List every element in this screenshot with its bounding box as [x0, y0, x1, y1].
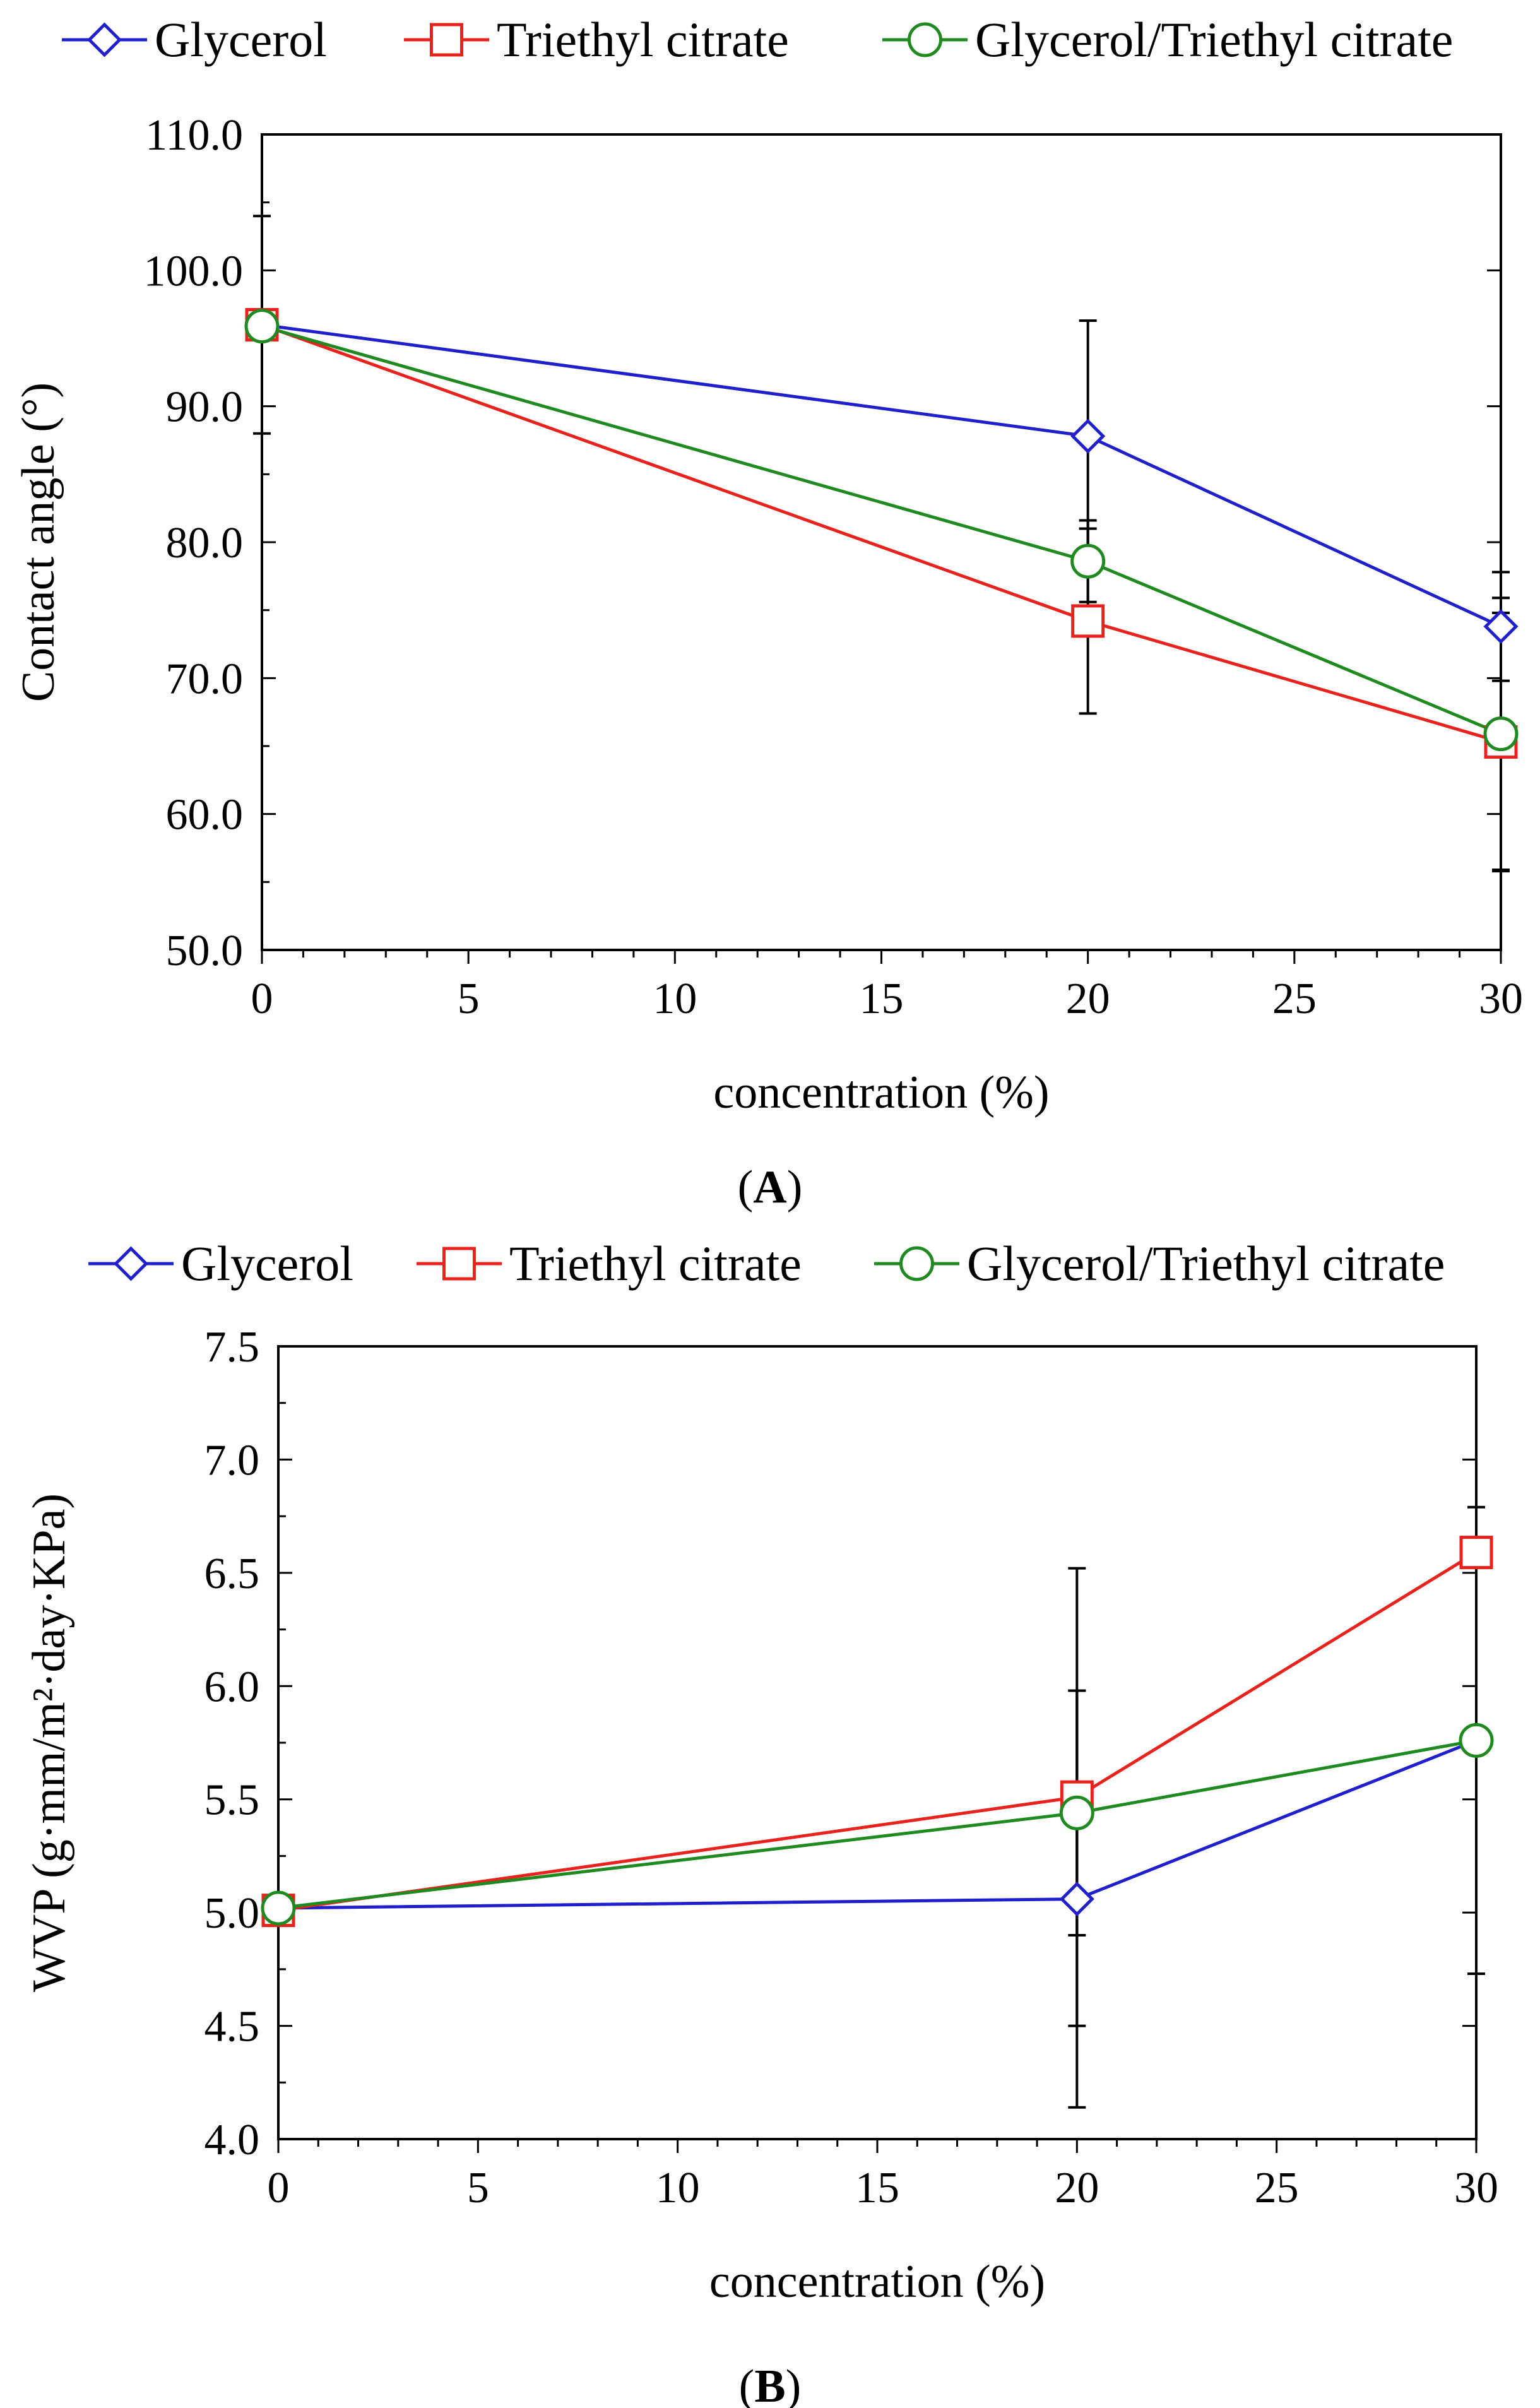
x-tick-label: 0: [251, 975, 273, 1023]
x-tick-label: 25: [1255, 2164, 1299, 2212]
x-tick-label: 15: [855, 2164, 899, 2212]
y-tick-label: 7.5: [204, 1323, 260, 1372]
chart-panel-b: (B) Glycerol Triethyl citrate Glycerol/Tri…: [23, 1236, 1498, 2408]
data-point: [1059, 1882, 1094, 1917]
markers: [261, 1723, 1494, 1926]
x-tick-label: 5: [458, 975, 480, 1023]
legend-item: Glycerol: [88, 1236, 353, 1291]
y-tick-label: 4.0: [204, 2116, 260, 2164]
legend: Glycerol Triethyl citrate Glycerol/Triethy…: [62, 12, 1453, 67]
legend-label: Triethyl citrate: [497, 12, 789, 67]
y-tick-label: 6.0: [204, 1663, 260, 1711]
legend-item: Triethyl citrate: [404, 12, 789, 67]
x-tick-label: 15: [860, 975, 904, 1023]
y-axis: 50.0 60.0 70.0 80.0 90.0 100.0 110.0: [144, 111, 1501, 975]
legend-label: Triethyl citrate: [509, 1236, 802, 1291]
panel-label-a: (A): [738, 1161, 803, 1213]
legend-label: Glycerol/Triethyl citrate: [967, 1236, 1445, 1291]
x-tick-label: 20: [1066, 975, 1110, 1023]
legend-swatch-marker: [442, 1247, 476, 1281]
data-point: [1483, 716, 1519, 752]
legend-label: Glycerol/Triethyl citrate: [975, 12, 1453, 67]
y-tick-label: 5.5: [204, 1776, 260, 1825]
y-tick-label: 90.0: [166, 383, 244, 432]
legend-item: Triethyl citrate: [417, 1236, 802, 1291]
y-tick-label: 4.5: [204, 2003, 260, 2051]
y-tick-label: 7.0: [204, 1436, 260, 1485]
legend-swatch-marker: [86, 22, 122, 57]
legend: Glycerol Triethyl citrate Glycerol/Triethy…: [88, 1236, 1445, 1291]
legend-swatch-marker: [430, 23, 463, 57]
y-tick-label: 100.0: [144, 247, 244, 295]
legend-swatch-marker: [113, 1246, 149, 1281]
legend-label: Glycerol: [155, 12, 327, 67]
data-point: [1459, 1536, 1493, 1570]
y-tick-label: 6.5: [204, 1550, 260, 1598]
legend-item: Glycerol: [62, 12, 327, 67]
x-tick-label: 10: [653, 975, 697, 1023]
y-tick-label: 70.0: [166, 655, 244, 703]
chart-panel-a: (A) Glycerol Triethyl citrate Glycerol/Tri…: [13, 12, 1523, 1213]
y-tick-label: 110.0: [145, 111, 243, 160]
legend-swatch-marker: [908, 22, 942, 57]
data-point: [244, 309, 280, 344]
x-axis: 0 5 10 15 20 25 30: [251, 950, 1523, 1023]
y-tick-label: 50.0: [166, 927, 244, 975]
x-tick-label: 10: [656, 2164, 700, 2212]
x-tick-label: 30: [1479, 975, 1523, 1023]
x-tick-label: 25: [1272, 975, 1317, 1023]
data-point: [1070, 418, 1106, 454]
x-axis-title: concentration (%): [713, 1067, 1049, 1118]
legend-item: Glycerol/Triethyl citrate: [874, 1236, 1445, 1291]
y-axis: 4.0 4.5 5.0 5.5 6.0 6.5 7.0 7.5: [204, 1323, 1476, 2164]
data-point: [1483, 608, 1519, 644]
panel-label-b: (B): [739, 2361, 802, 2408]
data-point: [261, 1890, 296, 1926]
x-tick-label: 20: [1055, 2164, 1099, 2212]
x-tick-label: 0: [268, 2164, 290, 2212]
data-point: [1071, 604, 1105, 638]
legend-swatch-marker: [899, 1246, 934, 1281]
data-point: [1059, 1795, 1094, 1830]
y-axis-title: Contact angle (°): [13, 383, 64, 702]
x-axis-title: concentration (%): [709, 2256, 1045, 2308]
x-tick-label: 5: [467, 2164, 489, 2212]
y-tick-label: 80.0: [166, 519, 244, 567]
data-point: [1070, 543, 1106, 579]
x-tick-label: 30: [1454, 2164, 1498, 2212]
data-point: [1459, 1723, 1494, 1758]
legend-item: Glycerol/Triethyl citrate: [882, 12, 1453, 67]
x-axis: 0 5 10 15 20 25 30: [268, 2139, 1498, 2212]
y-tick-label: 60.0: [166, 791, 244, 839]
y-axis-title: WVP (g·mm/m²·day·KPa): [23, 1493, 75, 1992]
legend-label: Glycerol: [181, 1236, 353, 1291]
y-tick-label: 5.0: [204, 1889, 260, 1938]
markers: [244, 309, 1519, 752]
